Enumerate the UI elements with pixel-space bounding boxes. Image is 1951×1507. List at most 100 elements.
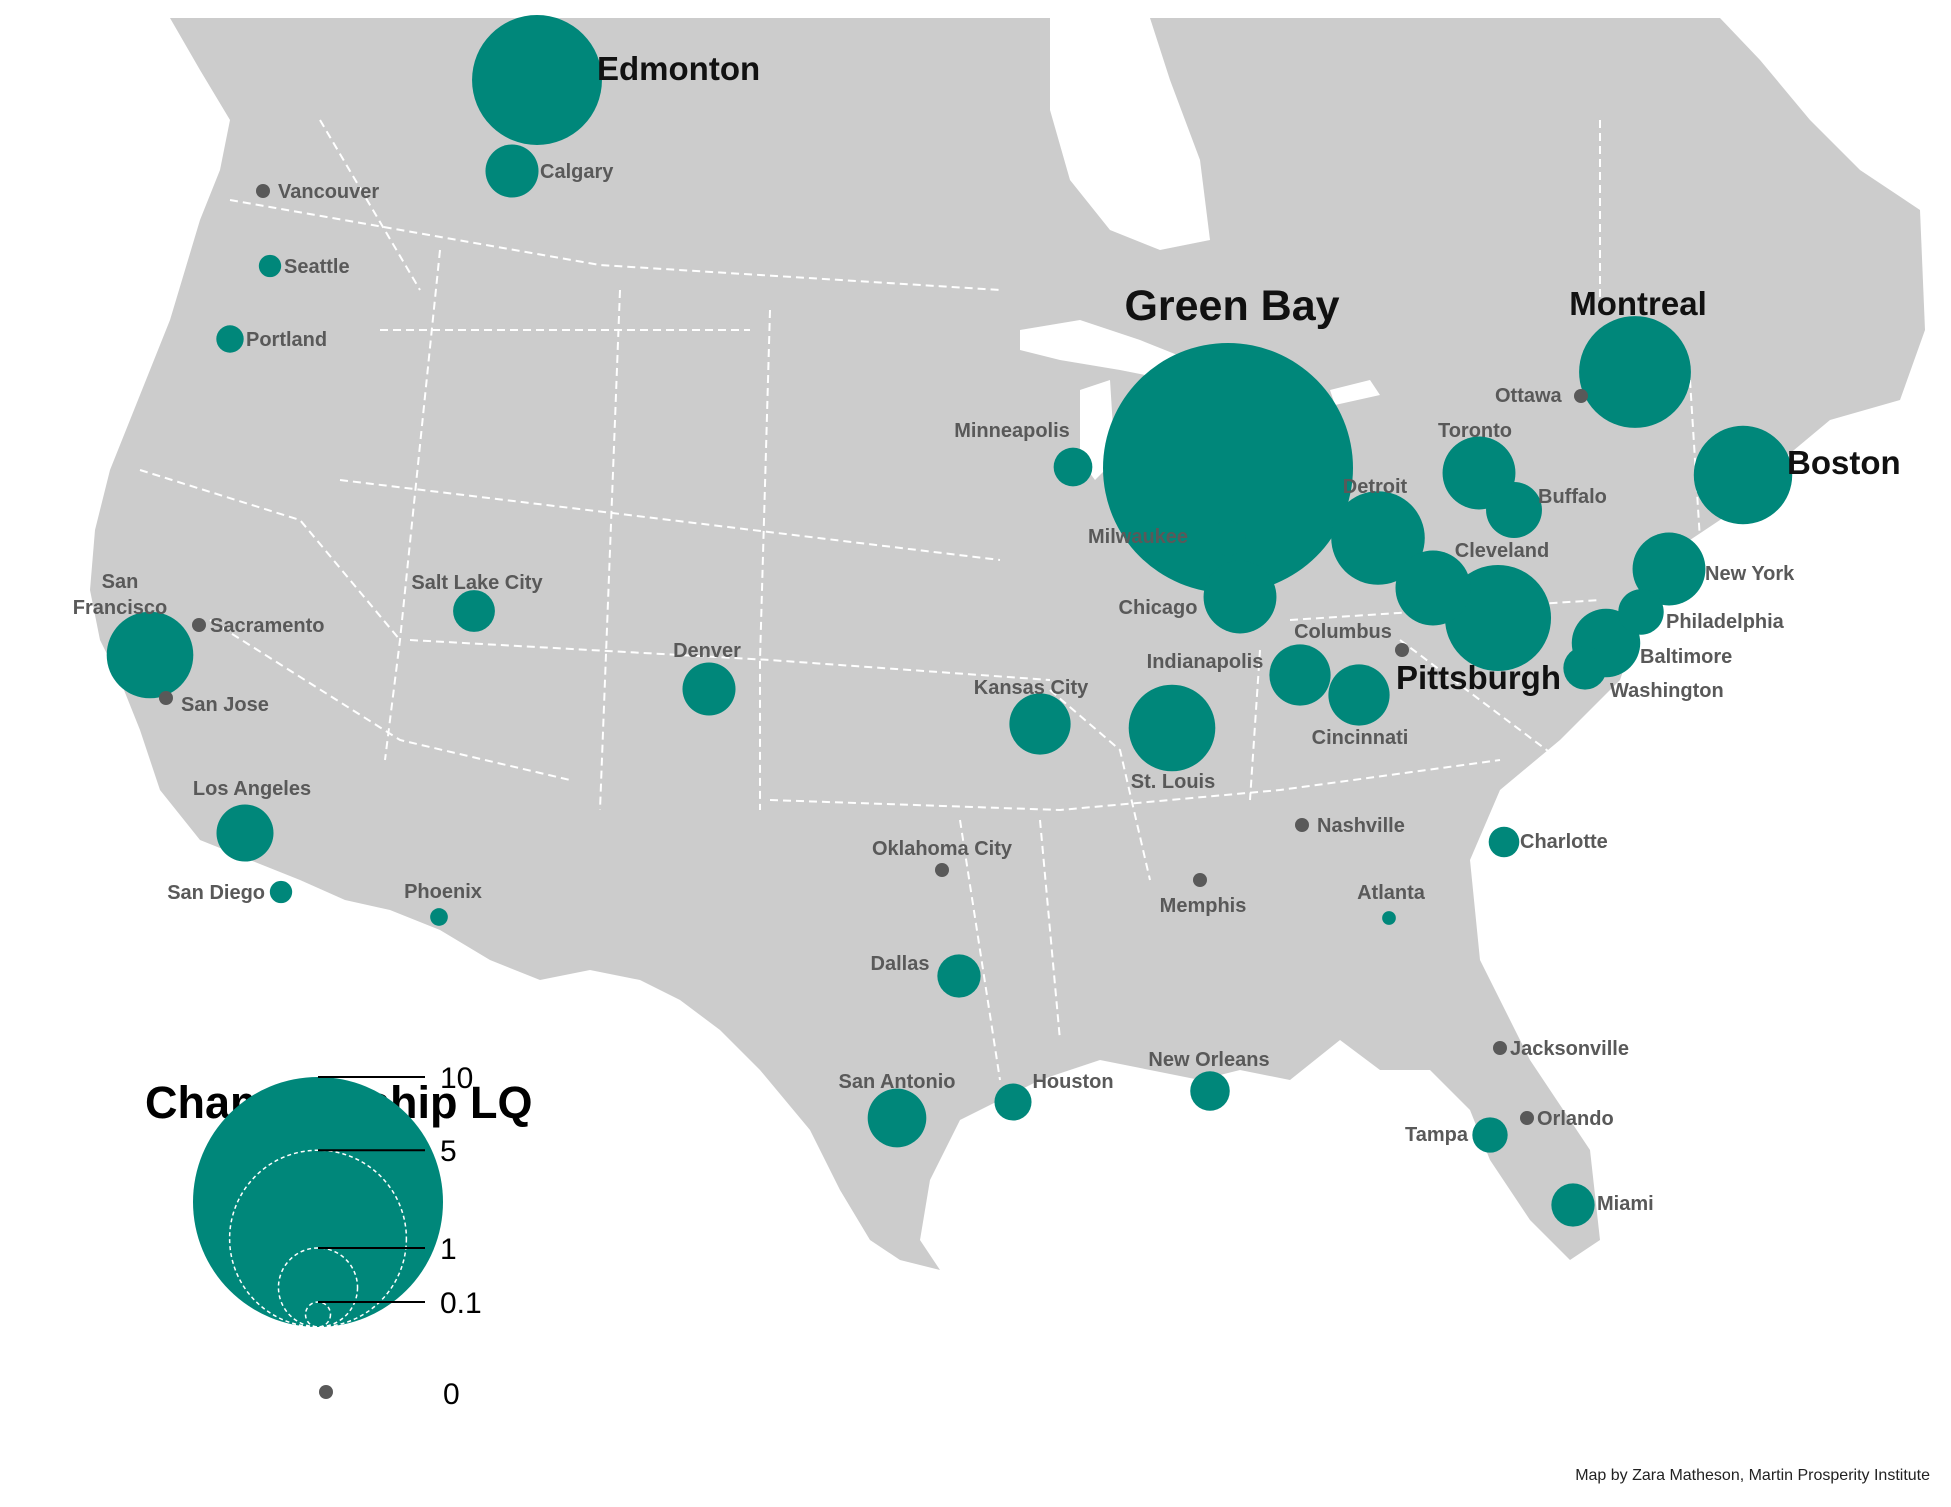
city-symbol xyxy=(1053,447,1093,487)
city-label-new-orleans: New Orleans xyxy=(1148,1049,1269,1071)
city-chicago xyxy=(1203,560,1277,634)
city-label-calgary: Calgary xyxy=(540,161,614,183)
city-san-francisco xyxy=(106,611,194,699)
city-san-jose xyxy=(159,691,173,705)
city-san-antonio xyxy=(867,1088,927,1148)
city-houston xyxy=(994,1083,1032,1121)
city-symbol xyxy=(216,325,244,353)
city-label-orlando: Orlando xyxy=(1537,1108,1614,1130)
city-symbol xyxy=(1618,589,1664,635)
city-symbol xyxy=(1486,482,1542,538)
northern-water xyxy=(1050,18,1210,250)
city-symbol xyxy=(192,618,206,632)
legend-zero-label: 0 xyxy=(443,1378,460,1411)
city-pittsburgh xyxy=(1444,564,1552,672)
city-label-san-antonio: San Antonio xyxy=(838,1071,955,1093)
city-miami xyxy=(1551,1183,1595,1227)
city-label-nashville: Nashville xyxy=(1317,815,1405,837)
city-symbol xyxy=(106,611,194,699)
city-symbol xyxy=(216,804,274,862)
city-symbol xyxy=(682,662,736,716)
city-label-atlanta: Atlanta xyxy=(1357,882,1426,904)
city-symbol xyxy=(1193,873,1207,887)
legend-tick-5: 5 xyxy=(440,1135,457,1168)
city-label-chicago: Chicago xyxy=(1119,597,1198,619)
legend-zero-dot xyxy=(319,1385,333,1399)
city-symbol xyxy=(935,863,949,877)
city-symbol xyxy=(867,1088,927,1148)
legend-circle-10 xyxy=(193,1077,443,1327)
city-symbol xyxy=(1210,520,1246,556)
city-symbol xyxy=(1382,911,1396,925)
legend-tick-10: 10 xyxy=(440,1062,473,1095)
city-denver xyxy=(682,662,736,716)
city-symbol xyxy=(1520,1111,1534,1125)
city-symbol xyxy=(1493,1041,1507,1055)
city-symbol xyxy=(1574,389,1588,403)
city-symbol xyxy=(1009,693,1071,755)
city-label-pittsburgh: Pittsburgh xyxy=(1396,659,1561,696)
city-label-detroit: Detroit xyxy=(1343,476,1408,498)
city-san-diego xyxy=(269,880,293,904)
city-new-york xyxy=(1632,532,1706,606)
city-symbol xyxy=(159,691,173,705)
city-label-new-york: New York xyxy=(1705,563,1795,585)
city-symbol xyxy=(1295,818,1309,832)
city-oklahoma-city xyxy=(935,863,949,877)
city-label-san-francisco-0: San xyxy=(102,571,139,593)
city-label-st-louis: St. Louis xyxy=(1131,771,1215,793)
city-label-miami: Miami xyxy=(1597,1193,1654,1215)
city-label-montreal: Montreal xyxy=(1569,285,1707,322)
city-label-columbus: Columbus xyxy=(1294,621,1392,643)
city-montreal xyxy=(1579,316,1691,428)
city-cleveland xyxy=(1395,550,1471,626)
city-symbol xyxy=(1128,684,1216,772)
city-phoenix xyxy=(430,908,448,926)
city-tampa xyxy=(1472,1117,1508,1153)
city-symbol xyxy=(1693,425,1793,525)
city-symbol xyxy=(1203,560,1277,634)
city-new-orleans xyxy=(1190,1071,1230,1111)
city-indianapolis xyxy=(1269,644,1331,706)
city-memphis xyxy=(1193,873,1207,887)
city-nashville xyxy=(1295,818,1309,832)
city-kansas-city xyxy=(1009,693,1071,755)
city-label-cincinnati: Cincinnati xyxy=(1312,727,1409,749)
city-portland xyxy=(216,325,244,353)
city-seattle xyxy=(258,254,282,278)
city-label-jacksonville: Jacksonville xyxy=(1510,1038,1629,1060)
city-label-houston: Houston xyxy=(1032,1071,1113,1093)
city-symbol xyxy=(1472,1117,1508,1153)
city-label-san-francisco-1: Francisco xyxy=(73,597,167,619)
city-washington xyxy=(1563,646,1607,690)
city-minneapolis xyxy=(1053,447,1093,487)
city-symbol xyxy=(1395,643,1409,657)
city-label-portland: Portland xyxy=(246,329,327,351)
city-symbol xyxy=(1331,491,1425,585)
city-dallas xyxy=(937,954,981,998)
city-label-edmonton: Edmonton xyxy=(597,50,760,87)
city-label-buffalo: Buffalo xyxy=(1538,486,1607,508)
city-label-green-bay: Green Bay xyxy=(1124,282,1339,330)
city-symbol xyxy=(269,880,293,904)
map-credit: Map by Zara Matheson, Martin Prosperity … xyxy=(1575,1467,1930,1484)
city-label-denver: Denver xyxy=(673,640,741,662)
city-green-bay xyxy=(1103,343,1353,593)
city-buffalo xyxy=(1486,482,1542,538)
city-cincinnati xyxy=(1328,664,1390,726)
city-label-san-diego: San Diego xyxy=(167,882,265,904)
city-symbol xyxy=(430,908,448,926)
city-symbol xyxy=(1551,1183,1595,1227)
city-st-louis xyxy=(1128,684,1216,772)
city-label-seattle: Seattle xyxy=(284,256,350,278)
city-symbol xyxy=(1190,1071,1230,1111)
city-jacksonville xyxy=(1493,1041,1507,1055)
city-columbus xyxy=(1395,643,1409,657)
city-label-vancouver: Vancouver xyxy=(278,181,379,203)
city-symbol xyxy=(1563,646,1607,690)
city-symbol xyxy=(1328,664,1390,726)
city-symbol xyxy=(937,954,981,998)
city-milwaukee xyxy=(1210,520,1246,556)
city-label-oklahoma-city: Oklahoma City xyxy=(872,838,1013,860)
